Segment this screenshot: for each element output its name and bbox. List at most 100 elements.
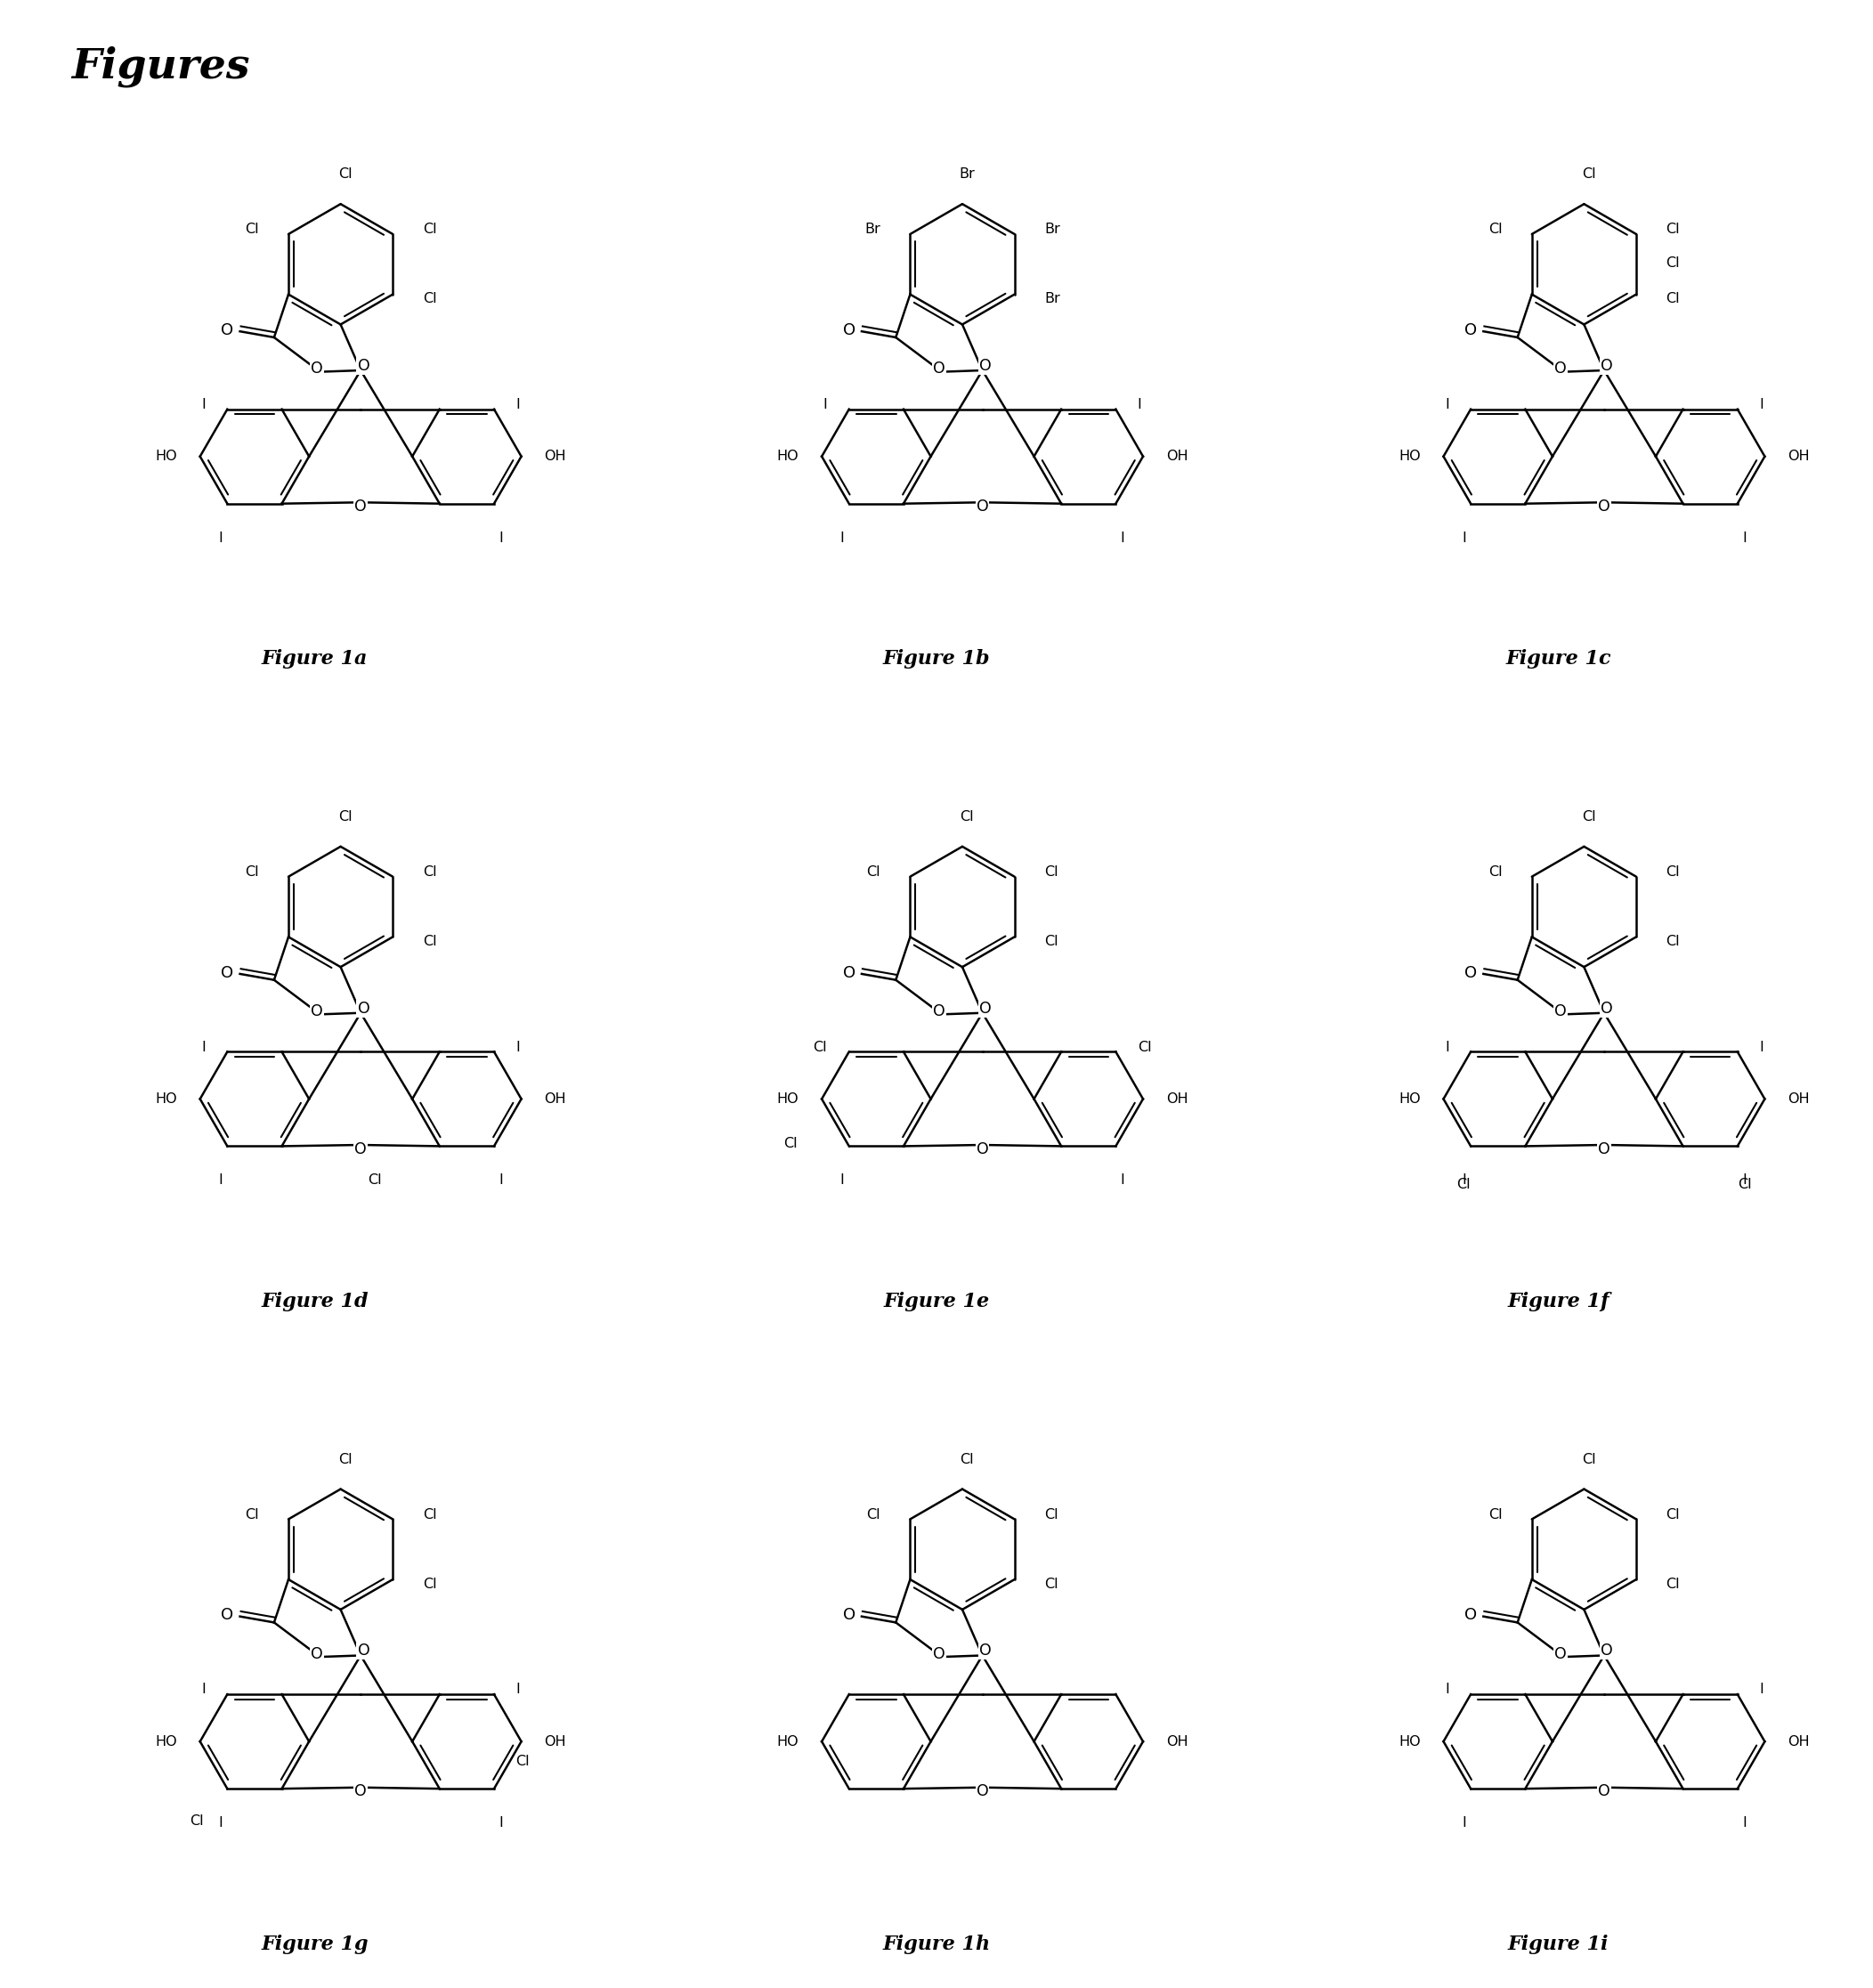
Text: Figure 1i: Figure 1i [1508,1934,1609,1954]
Text: Cl: Cl [1665,1509,1680,1521]
Text: Cl: Cl [961,1453,974,1465]
Text: HO: HO [777,449,798,463]
Text: Cl: Cl [1665,292,1680,306]
Text: I: I [498,1173,504,1187]
Text: Cl: Cl [339,167,352,181]
Text: Cl: Cl [423,865,436,879]
Text: Cl: Cl [1489,223,1502,237]
Text: Cl: Cl [1045,865,1058,879]
Text: HO: HO [1399,1091,1420,1105]
Text: O: O [976,1783,989,1799]
Text: Cl: Cl [867,1509,880,1521]
Text: O: O [354,1783,367,1799]
Text: HO: HO [155,449,178,463]
Text: O: O [1598,1783,1611,1799]
Text: I: I [200,1040,206,1054]
Text: Figure 1a: Figure 1a [262,650,367,668]
Text: HO: HO [777,1091,798,1105]
Text: Cl: Cl [1581,1453,1596,1465]
Text: Cl: Cl [1665,865,1680,879]
Text: Figure 1h: Figure 1h [882,1934,991,1954]
Text: Cl: Cl [1489,1509,1502,1521]
Text: O: O [1601,1000,1613,1016]
Text: OH: OH [1167,449,1187,463]
Text: I: I [200,398,206,412]
Text: I: I [219,1817,223,1829]
Text: Cl: Cl [1665,934,1680,948]
Text: I: I [839,531,845,545]
Text: Cl: Cl [423,1509,436,1521]
Text: Cl: Cl [1581,167,1596,181]
Text: I: I [1461,531,1467,545]
Text: I: I [1444,1040,1450,1054]
Text: O: O [354,499,367,515]
Text: Cl: Cl [783,1137,798,1149]
Text: O: O [358,1642,369,1658]
Text: I: I [1444,1684,1450,1696]
Text: Cl: Cl [423,292,436,306]
Text: OH: OH [545,1091,566,1105]
Text: OH: OH [1167,1091,1187,1105]
Text: O: O [976,499,989,515]
Text: O: O [1598,499,1611,515]
Text: OH: OH [1167,1736,1187,1747]
Text: O: O [1465,322,1478,338]
Text: O: O [1555,362,1566,378]
Text: Figures: Figures [71,46,249,87]
Text: HO: HO [1399,449,1420,463]
Text: Cl: Cl [189,1815,202,1827]
Text: O: O [933,1004,946,1020]
Text: I: I [200,1684,206,1696]
Text: O: O [1601,1642,1613,1658]
Text: Cl: Cl [961,811,974,823]
Text: Cl: Cl [245,1509,258,1521]
Text: OH: OH [545,1736,566,1747]
Text: O: O [1555,1004,1566,1020]
Text: Cl: Cl [339,1453,352,1465]
Text: OH: OH [1787,1091,1809,1105]
Text: Cl: Cl [813,1040,828,1054]
Text: O: O [1601,358,1613,374]
Text: O: O [358,1000,369,1016]
Text: I: I [1742,1817,1746,1829]
Text: Cl: Cl [245,223,258,237]
Text: Br: Br [865,223,880,237]
Text: I: I [1759,1684,1764,1696]
Text: OH: OH [545,449,566,463]
Text: O: O [1598,1141,1611,1157]
Text: OH: OH [1787,449,1809,463]
Text: I: I [1444,398,1450,412]
Text: I: I [1759,398,1764,412]
Text: Cl: Cl [1665,256,1680,270]
Text: HO: HO [777,1736,798,1747]
Text: I: I [498,531,504,545]
Text: O: O [354,1141,367,1157]
Text: Cl: Cl [1045,1576,1058,1590]
Text: I: I [515,1684,521,1696]
Text: O: O [221,1606,234,1624]
Text: Cl: Cl [423,1576,436,1590]
Text: O: O [976,1141,989,1157]
Text: Br: Br [1045,223,1060,237]
Text: Cl: Cl [1457,1177,1470,1191]
Text: Cl: Cl [1045,934,1058,948]
Text: I: I [1742,1173,1746,1187]
Text: Cl: Cl [515,1755,530,1767]
Text: OH: OH [1787,1736,1809,1747]
Text: I: I [1120,531,1126,545]
Text: O: O [1465,1606,1478,1624]
Text: I: I [1461,1817,1467,1829]
Text: Cl: Cl [339,811,352,823]
Text: I: I [1120,1173,1126,1187]
Text: Cl: Cl [1581,811,1596,823]
Text: O: O [843,322,856,338]
Text: O: O [843,1606,856,1624]
Text: Figure 1f: Figure 1f [1508,1292,1609,1312]
Text: Cl: Cl [1137,1040,1152,1054]
Text: Cl: Cl [369,1173,382,1187]
Text: I: I [498,1817,504,1829]
Text: I: I [1742,531,1746,545]
Text: O: O [933,1646,946,1662]
Text: Figure 1e: Figure 1e [884,1292,989,1312]
Text: Cl: Cl [1665,223,1680,237]
